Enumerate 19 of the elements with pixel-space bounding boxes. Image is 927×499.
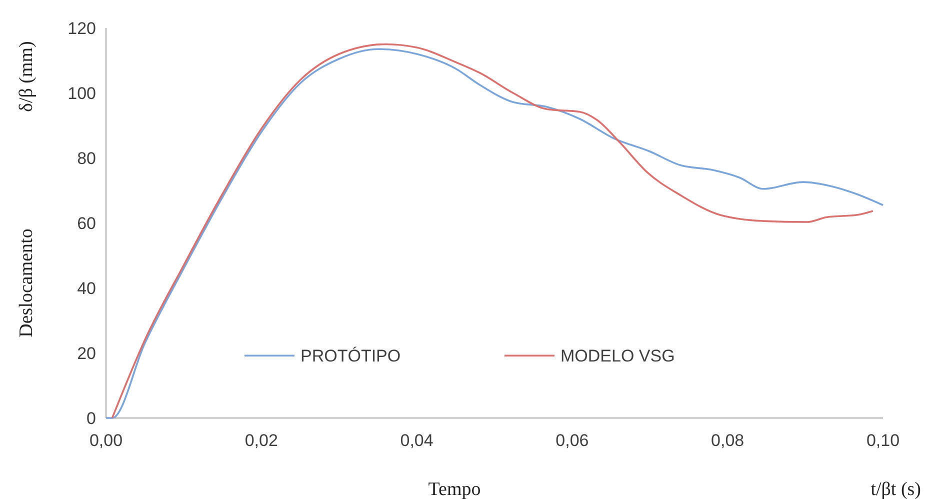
x-tick-label: 0,08 xyxy=(711,431,744,450)
x-axis-title: Tempo xyxy=(428,479,481,499)
x-tick-label: 0,10 xyxy=(866,431,900,450)
text: t/βt (s) xyxy=(870,479,921,499)
y-tick-label: 80 xyxy=(77,148,96,168)
legend-label: PROTÓTIPO xyxy=(300,346,401,366)
y-tick-label: 120 xyxy=(68,18,96,38)
x-tick-label: 0,04 xyxy=(400,431,434,450)
x-tick-label: 0,06 xyxy=(556,431,589,450)
x-tick-label: 0,02 xyxy=(244,431,278,450)
y-tick-label: 40 xyxy=(77,278,96,298)
legend-label: MODELO VSG xyxy=(560,346,675,366)
y-tick-label: 20 xyxy=(77,344,96,363)
y-tick-label: 100 xyxy=(68,84,96,103)
y-axis-title: Deslocamento xyxy=(16,228,37,338)
text: δ/β (mm) xyxy=(16,41,37,112)
x-tick-label: 0,00 xyxy=(89,431,123,450)
y-tick-label: 0 xyxy=(86,408,96,428)
y-tick-label: 60 xyxy=(77,214,96,233)
